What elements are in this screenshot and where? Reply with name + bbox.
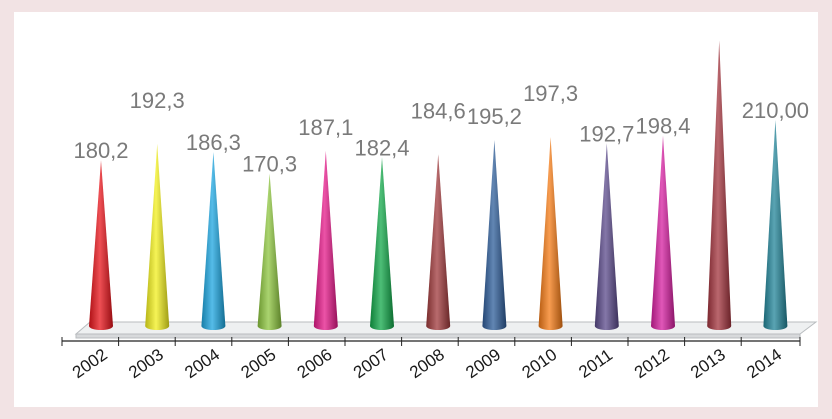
floor-edge xyxy=(75,333,801,339)
value-label-2003: 192,3 xyxy=(130,88,185,113)
bar-2004 xyxy=(201,151,226,330)
bar-2009 xyxy=(482,139,507,330)
bar-cone xyxy=(707,40,732,330)
bar-2003 xyxy=(145,143,170,330)
value-label-2012: 198,4 xyxy=(635,114,690,139)
bar-cone xyxy=(594,143,619,330)
tick-label-2005: 2005 xyxy=(238,345,280,382)
value-label-2011: 192,7 xyxy=(579,121,634,146)
bars-group xyxy=(89,40,788,330)
tick-label-2003: 2003 xyxy=(125,345,167,382)
bar-cone xyxy=(763,120,788,330)
bar-2012 xyxy=(651,135,675,330)
tick-label-2012: 2012 xyxy=(631,345,673,382)
bar-cone xyxy=(370,157,394,330)
value-label-2007: 182,4 xyxy=(354,135,409,160)
tick-label-2004: 2004 xyxy=(181,345,223,382)
bar-cone xyxy=(145,143,170,330)
tick-label-2010: 2010 xyxy=(519,345,561,382)
bar-cone xyxy=(426,154,451,330)
bar-2006 xyxy=(313,150,338,330)
tick-label-2011: 2011 xyxy=(575,345,616,382)
tick-label-2008: 2008 xyxy=(406,345,448,382)
bar-2008 xyxy=(426,154,451,330)
tick-label-2009: 2009 xyxy=(462,345,504,382)
bar-cone xyxy=(482,139,507,330)
bar-cone xyxy=(89,160,113,330)
bar-cone xyxy=(201,151,226,330)
value-label-2009: 195,2 xyxy=(467,104,522,129)
value-label-2002: 180,2 xyxy=(73,138,128,163)
tick-label-2013: 2013 xyxy=(687,345,729,382)
bar-2007 xyxy=(370,157,394,330)
bar-2002 xyxy=(89,160,113,330)
x-axis: 2002 2003 2004 2005 2006 2007 2008 2009 2010 2011… xyxy=(61,337,801,382)
bar-2011 xyxy=(594,143,619,330)
bar-2005 xyxy=(257,173,282,330)
value-label-2010: 197,3 xyxy=(523,81,578,106)
chart-area: 180,2 192,3 186,3 170,3 187,1 182,4 184,6 195,2… xyxy=(14,12,818,407)
bar-cone xyxy=(313,150,338,330)
bar-2013 xyxy=(707,40,732,330)
bar-cone xyxy=(651,135,675,330)
bar-2010 xyxy=(538,137,563,330)
value-label-2006: 187,1 xyxy=(298,115,353,140)
value-label-2014: 210,00 xyxy=(742,98,809,123)
tick-label-2006: 2006 xyxy=(294,345,336,382)
tick-label-2007: 2007 xyxy=(350,345,392,382)
bar-cone xyxy=(538,137,563,330)
tick-label-2014: 2014 xyxy=(743,345,785,382)
value-label-2005: 170,3 xyxy=(242,152,297,177)
tick-label-2002: 2002 xyxy=(69,345,111,382)
bar-2014 xyxy=(763,120,788,330)
value-label-2004: 186,3 xyxy=(186,130,241,155)
bar-cone xyxy=(257,173,282,330)
value-label-2008: 184,6 xyxy=(411,98,466,123)
